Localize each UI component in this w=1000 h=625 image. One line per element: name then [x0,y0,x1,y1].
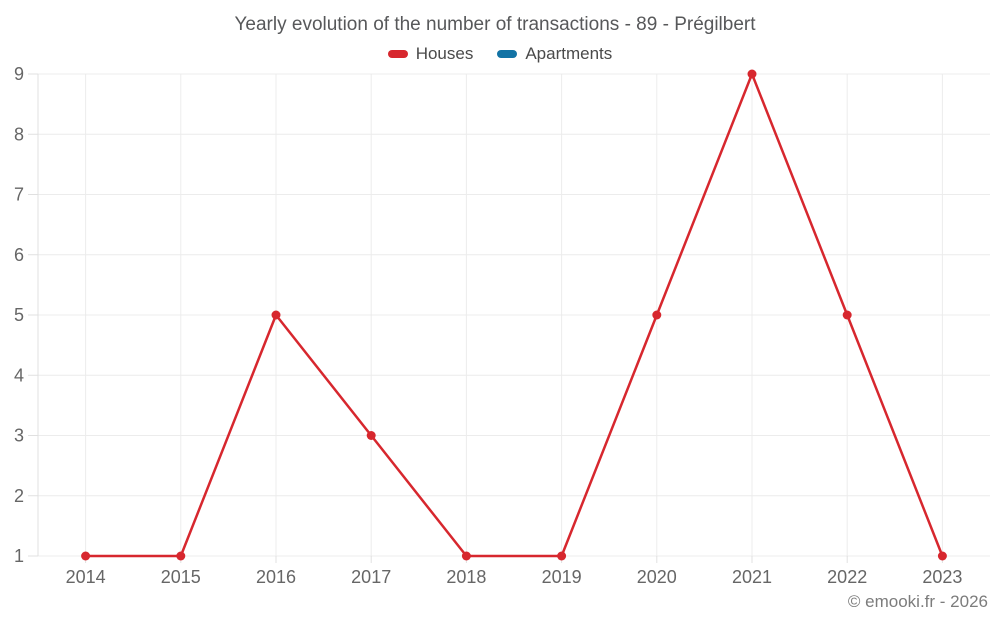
legend-item-apartments[interactable]: Apartments [497,44,612,64]
houses-point-2020[interactable] [652,310,662,320]
x-axis-label: 2016 [256,567,296,587]
y-axis-label: 3 [14,426,24,446]
houses-point-2019[interactable] [557,551,567,561]
y-axis-label: 8 [14,124,24,144]
x-axis-label: 2023 [922,567,962,587]
houses-point-2021[interactable] [747,69,757,79]
chart-title: Yearly evolution of the number of transa… [234,14,756,35]
x-axis-label: 2021 [732,567,772,587]
copyright-footer: © emooki.fr - 2026 [847,592,988,611]
x-axis-label: 2015 [161,567,201,587]
houses-point-2022[interactable] [842,310,852,320]
houses-point-2016[interactable] [271,310,281,320]
houses-series-line[interactable] [84,72,944,558]
y-axis-label: 6 [14,245,24,265]
y-axis-label: 2 [14,486,24,506]
y-axis-label: 7 [14,185,24,205]
legend-swatch-houses [387,50,408,58]
houses-point-2018[interactable] [461,551,471,561]
x-axis-label: 2019 [542,567,582,587]
y-axis-label: 5 [14,305,24,325]
x-axis-label: 2022 [827,567,867,587]
y-axis-label: 1 [14,546,24,566]
legend-label: Houses [415,44,474,63]
houses-point-2017[interactable] [366,431,376,440]
legend-item-houses[interactable]: Houses [387,44,474,64]
legend: Houses Apartments [0,44,1000,64]
houses-point-2014[interactable] [81,551,91,561]
x-axis-label: 2014 [66,567,106,587]
x-axis-label: 2017 [351,567,391,587]
x-axis-label: 2020 [637,567,677,587]
houses-point-2015[interactable] [176,551,186,561]
x-axis-label: 2018 [446,567,486,587]
y-axis-label: 9 [14,64,24,84]
y-axis-label: 4 [14,365,24,385]
legend-label: Apartments [525,44,613,63]
legend-swatch-apartments [497,50,518,58]
houses-point-2023[interactable] [937,551,947,561]
